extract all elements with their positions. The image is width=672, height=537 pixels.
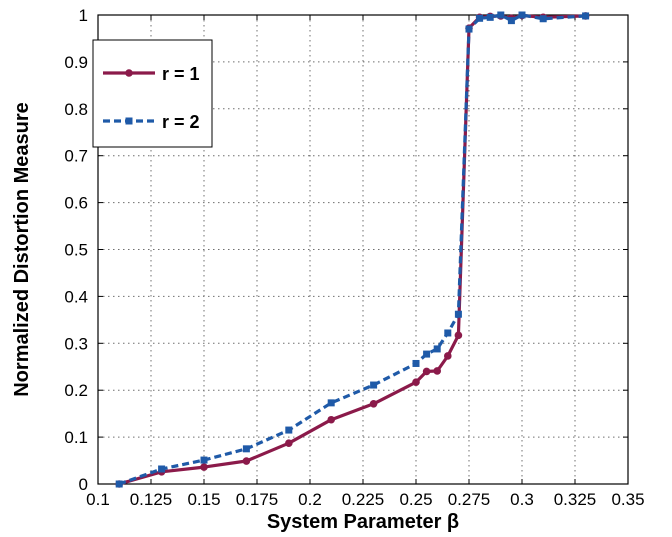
data-point-r2 [518, 11, 526, 19]
y-axis-label: Normalized Distortion Measure [11, 102, 33, 397]
x-tick-label: 0.1 [86, 490, 110, 509]
x-tick-label: 0.15 [187, 490, 220, 509]
data-point-r2 [158, 465, 166, 473]
y-tick-label: 0 [79, 475, 88, 494]
x-tick-label: 0.125 [130, 490, 173, 509]
y-tick-label: 0.6 [64, 194, 88, 213]
y-tick-label: 0.4 [64, 287, 88, 306]
x-axis-label: System Parameter β [267, 511, 459, 533]
data-point-r1 [433, 367, 442, 375]
data-point-r1 [285, 439, 293, 447]
data-point-r1 [412, 378, 420, 387]
x-tick-label: 0.325 [554, 490, 597, 509]
data-point-r2 [370, 381, 378, 389]
y-tick-label: 0.5 [64, 241, 88, 260]
legend-marker-r2 [125, 117, 133, 125]
data-point-r2 [242, 445, 250, 453]
grid-lines [98, 15, 628, 484]
legend-box [92, 39, 213, 148]
legend-label-r1: r = 1 [162, 64, 200, 84]
data-point-r1 [200, 463, 208, 471]
data-point-r2 [115, 480, 123, 488]
x-tick-label: 0.2 [298, 490, 322, 509]
x-tick-label: 0.275 [448, 490, 491, 509]
data-point-r1 [422, 367, 431, 376]
data-point-r2 [423, 350, 431, 358]
data-point-r2 [444, 329, 452, 337]
y-tick-label: 0.1 [64, 428, 88, 447]
x-tick-label: 0.3 [510, 490, 534, 509]
data-point-r1 [454, 331, 463, 340]
y-tick-label: 0.3 [64, 334, 88, 353]
y-tick-label: 0.7 [64, 147, 88, 166]
axis-ticks: 0.1 0.125 0.15 0.175 0.2 0.225 0.25 0.275 0.3 0.3… [64, 6, 644, 509]
data-point-r2 [497, 11, 505, 19]
y-tick-label: 0.9 [64, 53, 88, 72]
legend-marker-r1 [125, 69, 133, 77]
data-point-r2 [465, 25, 473, 33]
x-tick-label: 0.35 [611, 490, 644, 509]
data-point-r2 [412, 359, 420, 367]
series-layer [115, 11, 590, 488]
data-point-r2 [476, 14, 484, 22]
data-point-r1 [242, 457, 251, 465]
data-point-r2 [582, 12, 590, 20]
legend: r = 1 r = 2 [92, 39, 213, 148]
x-tick-label: 0.25 [399, 490, 432, 509]
data-point-r1 [444, 352, 452, 360]
data-point-r2 [433, 345, 441, 353]
data-point-r2 [285, 426, 293, 434]
y-tick-label: 0.8 [64, 100, 88, 119]
data-point-r1 [327, 415, 336, 424]
data-point-r1 [369, 400, 378, 408]
y-tick-label: 1 [79, 6, 88, 25]
data-point-r2 [454, 310, 462, 318]
x-tick-label: 0.225 [342, 490, 385, 509]
data-point-r2 [539, 15, 547, 23]
y-tick-label: 0.2 [64, 381, 88, 400]
data-point-r2 [327, 399, 335, 407]
x-tick-label: 0.175 [236, 490, 279, 509]
data-point-r2 [486, 13, 494, 21]
data-point-r2 [200, 456, 208, 464]
legend-label-r2: r = 2 [162, 112, 200, 132]
data-point-r2 [507, 17, 515, 25]
